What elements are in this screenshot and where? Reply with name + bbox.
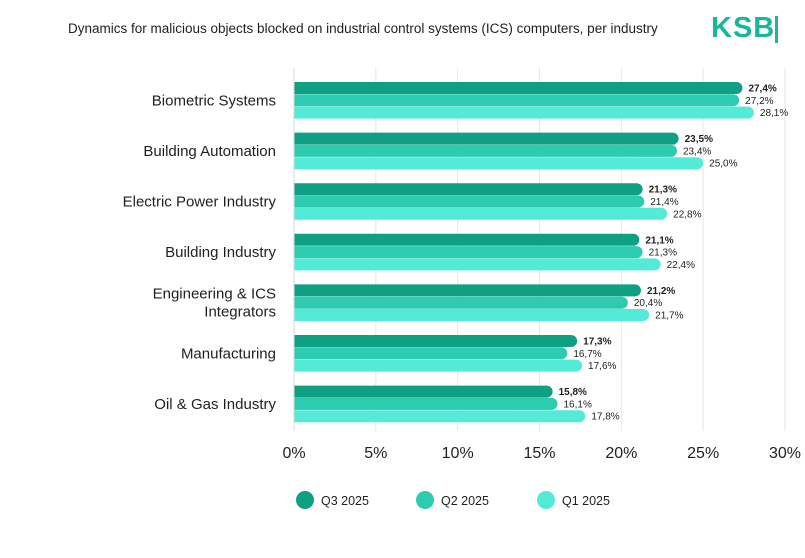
logo-bar-icon [775, 16, 778, 43]
data-label: 21,4% [650, 197, 678, 208]
bar-q3-2025 [294, 82, 743, 94]
legend-marker [416, 491, 434, 509]
data-label: 23,4% [683, 146, 711, 157]
chart-title: Dynamics for malicious objects blocked o… [68, 21, 658, 36]
data-label: 21,7% [655, 311, 683, 322]
bar-q1-2025 [294, 106, 754, 119]
bar-q2-2025 [294, 246, 643, 259]
bar-q1-2025 [294, 410, 586, 423]
data-label: 22,8% [673, 209, 701, 220]
data-label: 22,4% [667, 260, 695, 271]
bar-q1-2025 [294, 157, 704, 170]
data-label: 21,3% [649, 185, 677, 196]
category-label: Integrators [204, 304, 276, 321]
category-label: Oil & Gas Industry [154, 396, 276, 413]
category-label: Biometric Systems [152, 92, 276, 109]
data-label: 15,8% [559, 387, 587, 398]
bar-q1-2025 [294, 359, 583, 372]
bar-q2-2025 [294, 397, 558, 410]
legend-label: Q2 2025 [441, 494, 489, 508]
data-label: 17,8% [591, 412, 619, 423]
data-label: 16,1% [564, 399, 592, 410]
bar-q3-2025 [294, 385, 553, 398]
data-label: 16,7% [573, 349, 601, 360]
bar-q2-2025 [294, 296, 628, 309]
x-tick-label: 30% [769, 445, 801, 462]
bar-q3-2025 [294, 233, 640, 246]
bar-q3-2025 [294, 183, 643, 196]
legend-label: Q1 2025 [562, 494, 610, 508]
x-tick-label: 0% [282, 445, 305, 462]
bar-q3-2025 [294, 132, 679, 145]
category-label: Electric Power Industry [123, 194, 277, 211]
data-label: 20,4% [634, 298, 662, 309]
x-tick-label: 25% [687, 445, 719, 462]
data-label: 17,3% [583, 337, 611, 348]
x-tick-label: 20% [605, 445, 637, 462]
category-label: Engineering & ICS [153, 286, 276, 303]
data-label: 27,4% [748, 84, 776, 95]
bar-q1-2025 [294, 258, 661, 271]
data-label: 25,0% [709, 159, 737, 170]
bar-q1-2025 [294, 309, 650, 321]
legend-label: Q3 2025 [321, 494, 369, 508]
category-label: Building Industry [165, 244, 276, 261]
bar-q2-2025 [294, 94, 740, 107]
bar-q2-2025 [294, 195, 645, 208]
x-tick-label: 5% [364, 445, 387, 462]
x-tick-label: 10% [442, 445, 474, 462]
legend-marker [537, 491, 555, 509]
ksb-logo: KSB [711, 12, 776, 44]
category-label: Building Automation [143, 143, 276, 160]
bar-q2-2025 [294, 144, 677, 157]
bar-q3-2025 [294, 335, 578, 347]
bar-q3-2025 [294, 284, 641, 297]
data-label: 21,1% [645, 235, 673, 246]
bar-q1-2025 [294, 207, 668, 220]
category-label: Manufacturing [181, 345, 276, 362]
data-label: 23,5% [685, 134, 713, 145]
data-label: 21,2% [647, 286, 675, 297]
legend-marker [296, 491, 314, 509]
data-label: 27,2% [745, 96, 773, 107]
x-tick-label: 15% [523, 445, 555, 462]
data-label: 21,3% [649, 248, 677, 259]
bar-q2-2025 [294, 347, 568, 360]
data-label: 28,1% [760, 108, 788, 119]
data-label: 17,6% [588, 361, 616, 372]
